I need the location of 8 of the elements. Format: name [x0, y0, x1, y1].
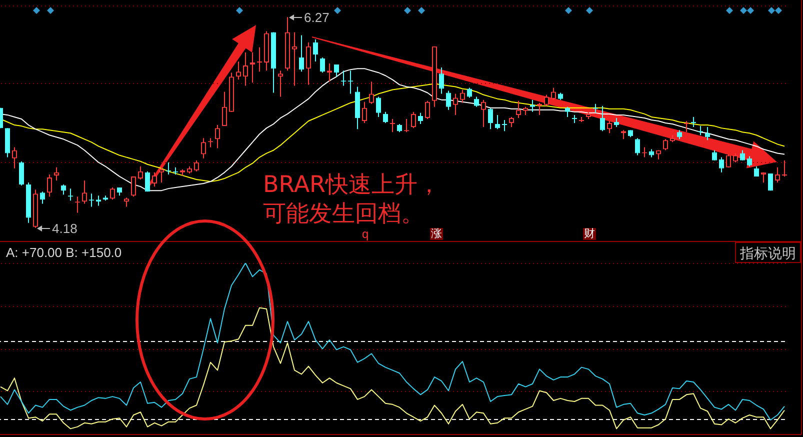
annotation: BRAR快速上升，可能发生回档。: [263, 172, 441, 227]
annotation: 6.27: [304, 10, 330, 26]
annotation: 财: [583, 227, 596, 240]
annotation: 涨: [430, 227, 443, 240]
info-button: 指标说明: [735, 242, 801, 263]
annotation: 4.18: [52, 221, 78, 236]
annotation: q: [362, 227, 369, 241]
text: A: +70.00 B: +150.0: [6, 245, 122, 260]
